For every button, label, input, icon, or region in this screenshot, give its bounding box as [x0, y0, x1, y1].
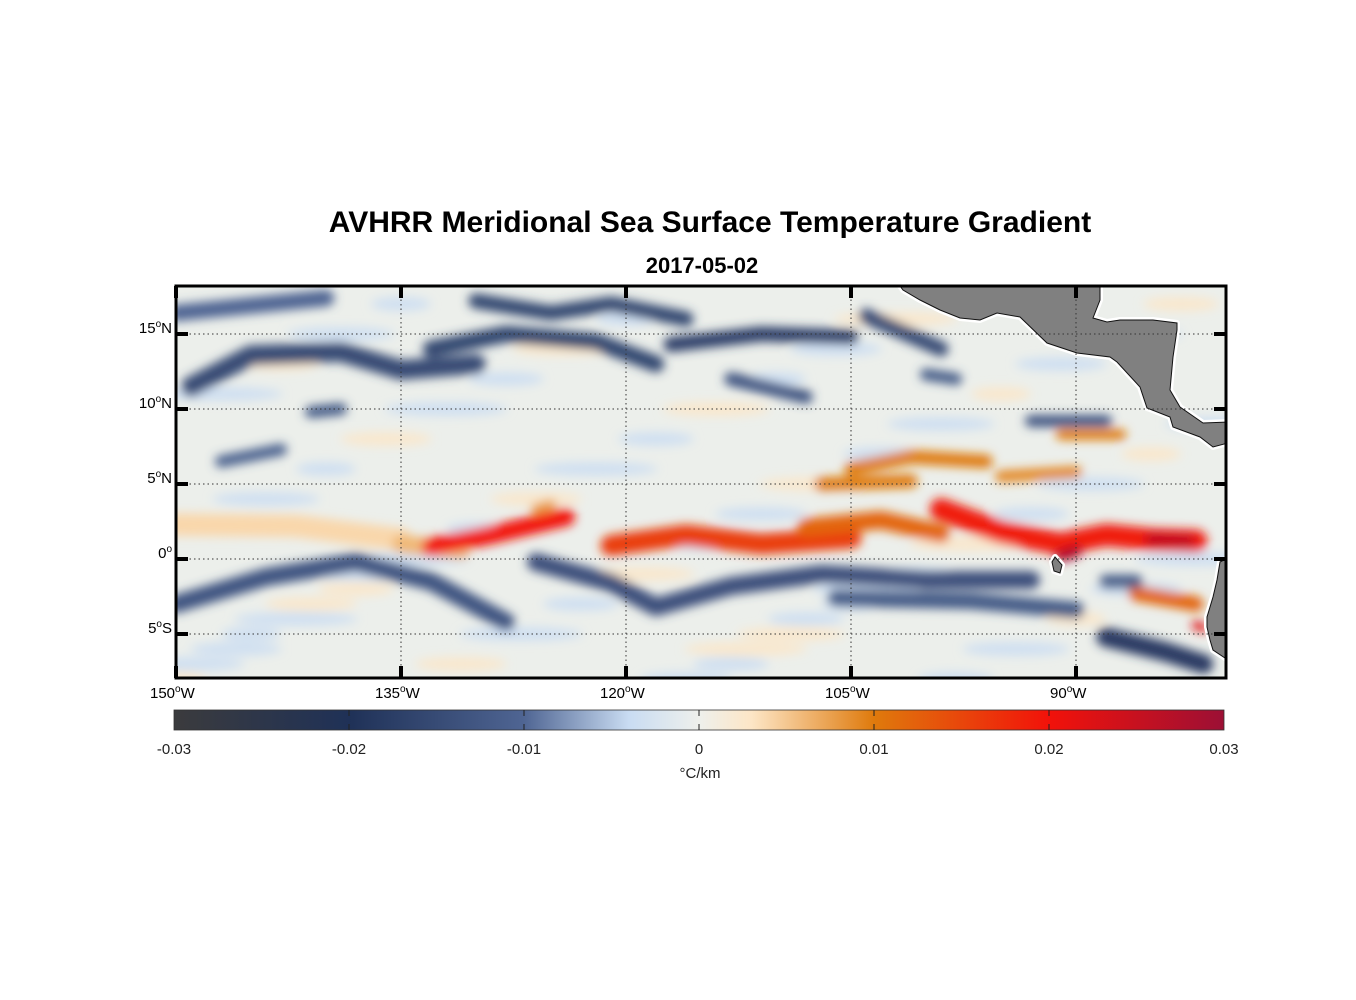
texture-blob	[962, 642, 1070, 656]
texture-blob	[534, 462, 658, 476]
y-tick-label: 5oS	[148, 619, 172, 637]
texture-blob	[887, 417, 995, 431]
cold-front	[176, 553, 515, 631]
y-tick-label: 5oN	[147, 469, 172, 487]
texture-blob	[971, 387, 1031, 401]
texture-blob	[415, 657, 507, 671]
texture-blob	[234, 612, 358, 626]
chart-title: AVHRR Meridional Sea Surface Temperature…	[328, 206, 1092, 239]
cold-front	[305, 403, 347, 418]
texture-blob	[459, 627, 583, 641]
texture-blob	[1143, 297, 1219, 311]
texture-blob	[468, 372, 544, 386]
colorbar-tick-label: 0.02	[1034, 741, 1064, 758]
warm-front	[600, 524, 862, 556]
galapagos-land	[1051, 556, 1063, 574]
texture-blob	[737, 627, 845, 641]
texture-blob	[543, 597, 619, 611]
cold-front	[422, 325, 665, 373]
texture-blob	[684, 642, 808, 656]
cold-front	[181, 342, 486, 397]
texture-blob	[176, 387, 283, 401]
texture-blob	[993, 507, 1069, 521]
texture-blob	[190, 642, 282, 656]
y-tick-label: 0o	[158, 544, 172, 562]
texture-blob	[693, 657, 769, 671]
cold-front	[1096, 627, 1214, 674]
central-america-land	[899, 286, 1226, 448]
x-tick-label: 120oW	[600, 684, 645, 702]
colorbar-tick-label: 0.03	[1209, 741, 1239, 758]
y-tick-label: 15oN	[138, 319, 172, 337]
warm-front	[176, 513, 413, 551]
texture-blob	[715, 507, 807, 521]
texture-blob	[618, 432, 694, 446]
warm-front	[1145, 533, 1195, 547]
texture-blob	[265, 597, 357, 611]
x-tick-label: 150oW	[150, 684, 195, 702]
cold-front	[827, 589, 1085, 619]
cold-front	[215, 443, 287, 468]
texture-blob	[318, 582, 394, 596]
texture-blob	[490, 492, 582, 506]
cold-front	[176, 289, 335, 322]
texture-blob	[212, 492, 320, 506]
warm-front	[530, 499, 557, 515]
cold-front	[920, 368, 962, 385]
colorbar-tick-label: 0.01	[859, 741, 889, 758]
colorbar-ticks	[348, 710, 1050, 730]
colorbar-tick-label: -0.03	[156, 741, 192, 758]
warm-front	[1128, 586, 1204, 612]
texture-blob	[1121, 447, 1181, 461]
texture-blob	[296, 462, 356, 476]
y-tick-label: 10oN	[138, 394, 172, 412]
warm-front	[1191, 620, 1208, 633]
colorbar-tick-label: -0.02	[331, 741, 367, 758]
colorbar-tick-label: 0	[694, 741, 704, 758]
texture-blob	[1015, 357, 1107, 371]
cold-front	[468, 293, 694, 327]
cold-front	[527, 553, 1040, 616]
x-tick-label: 135oW	[375, 684, 420, 702]
warm-front	[814, 474, 918, 491]
texture-blob	[287, 327, 395, 341]
x-tick-label: 90oW	[1050, 684, 1087, 702]
chart-subtitle: 2017-05-02	[645, 253, 759, 278]
texture-blob	[340, 432, 432, 446]
texture-blob	[768, 612, 844, 626]
warm-front	[797, 511, 950, 543]
texture-blob	[221, 627, 281, 641]
colorbar-label: °C/km	[679, 765, 721, 782]
cold-front	[858, 308, 949, 357]
warm-front	[995, 466, 1082, 483]
warm-front	[1055, 545, 1082, 562]
colorbar-tick-label: -0.01	[506, 741, 542, 758]
gradient-field	[176, 289, 1226, 678]
x-tick-label: 105oW	[825, 684, 870, 702]
axis-ticks	[174, 286, 1226, 678]
warm-front	[422, 508, 575, 556]
texture-blob	[790, 342, 882, 356]
cold-front	[724, 372, 813, 404]
warm-front	[844, 450, 993, 476]
texture-blob	[176, 657, 245, 671]
